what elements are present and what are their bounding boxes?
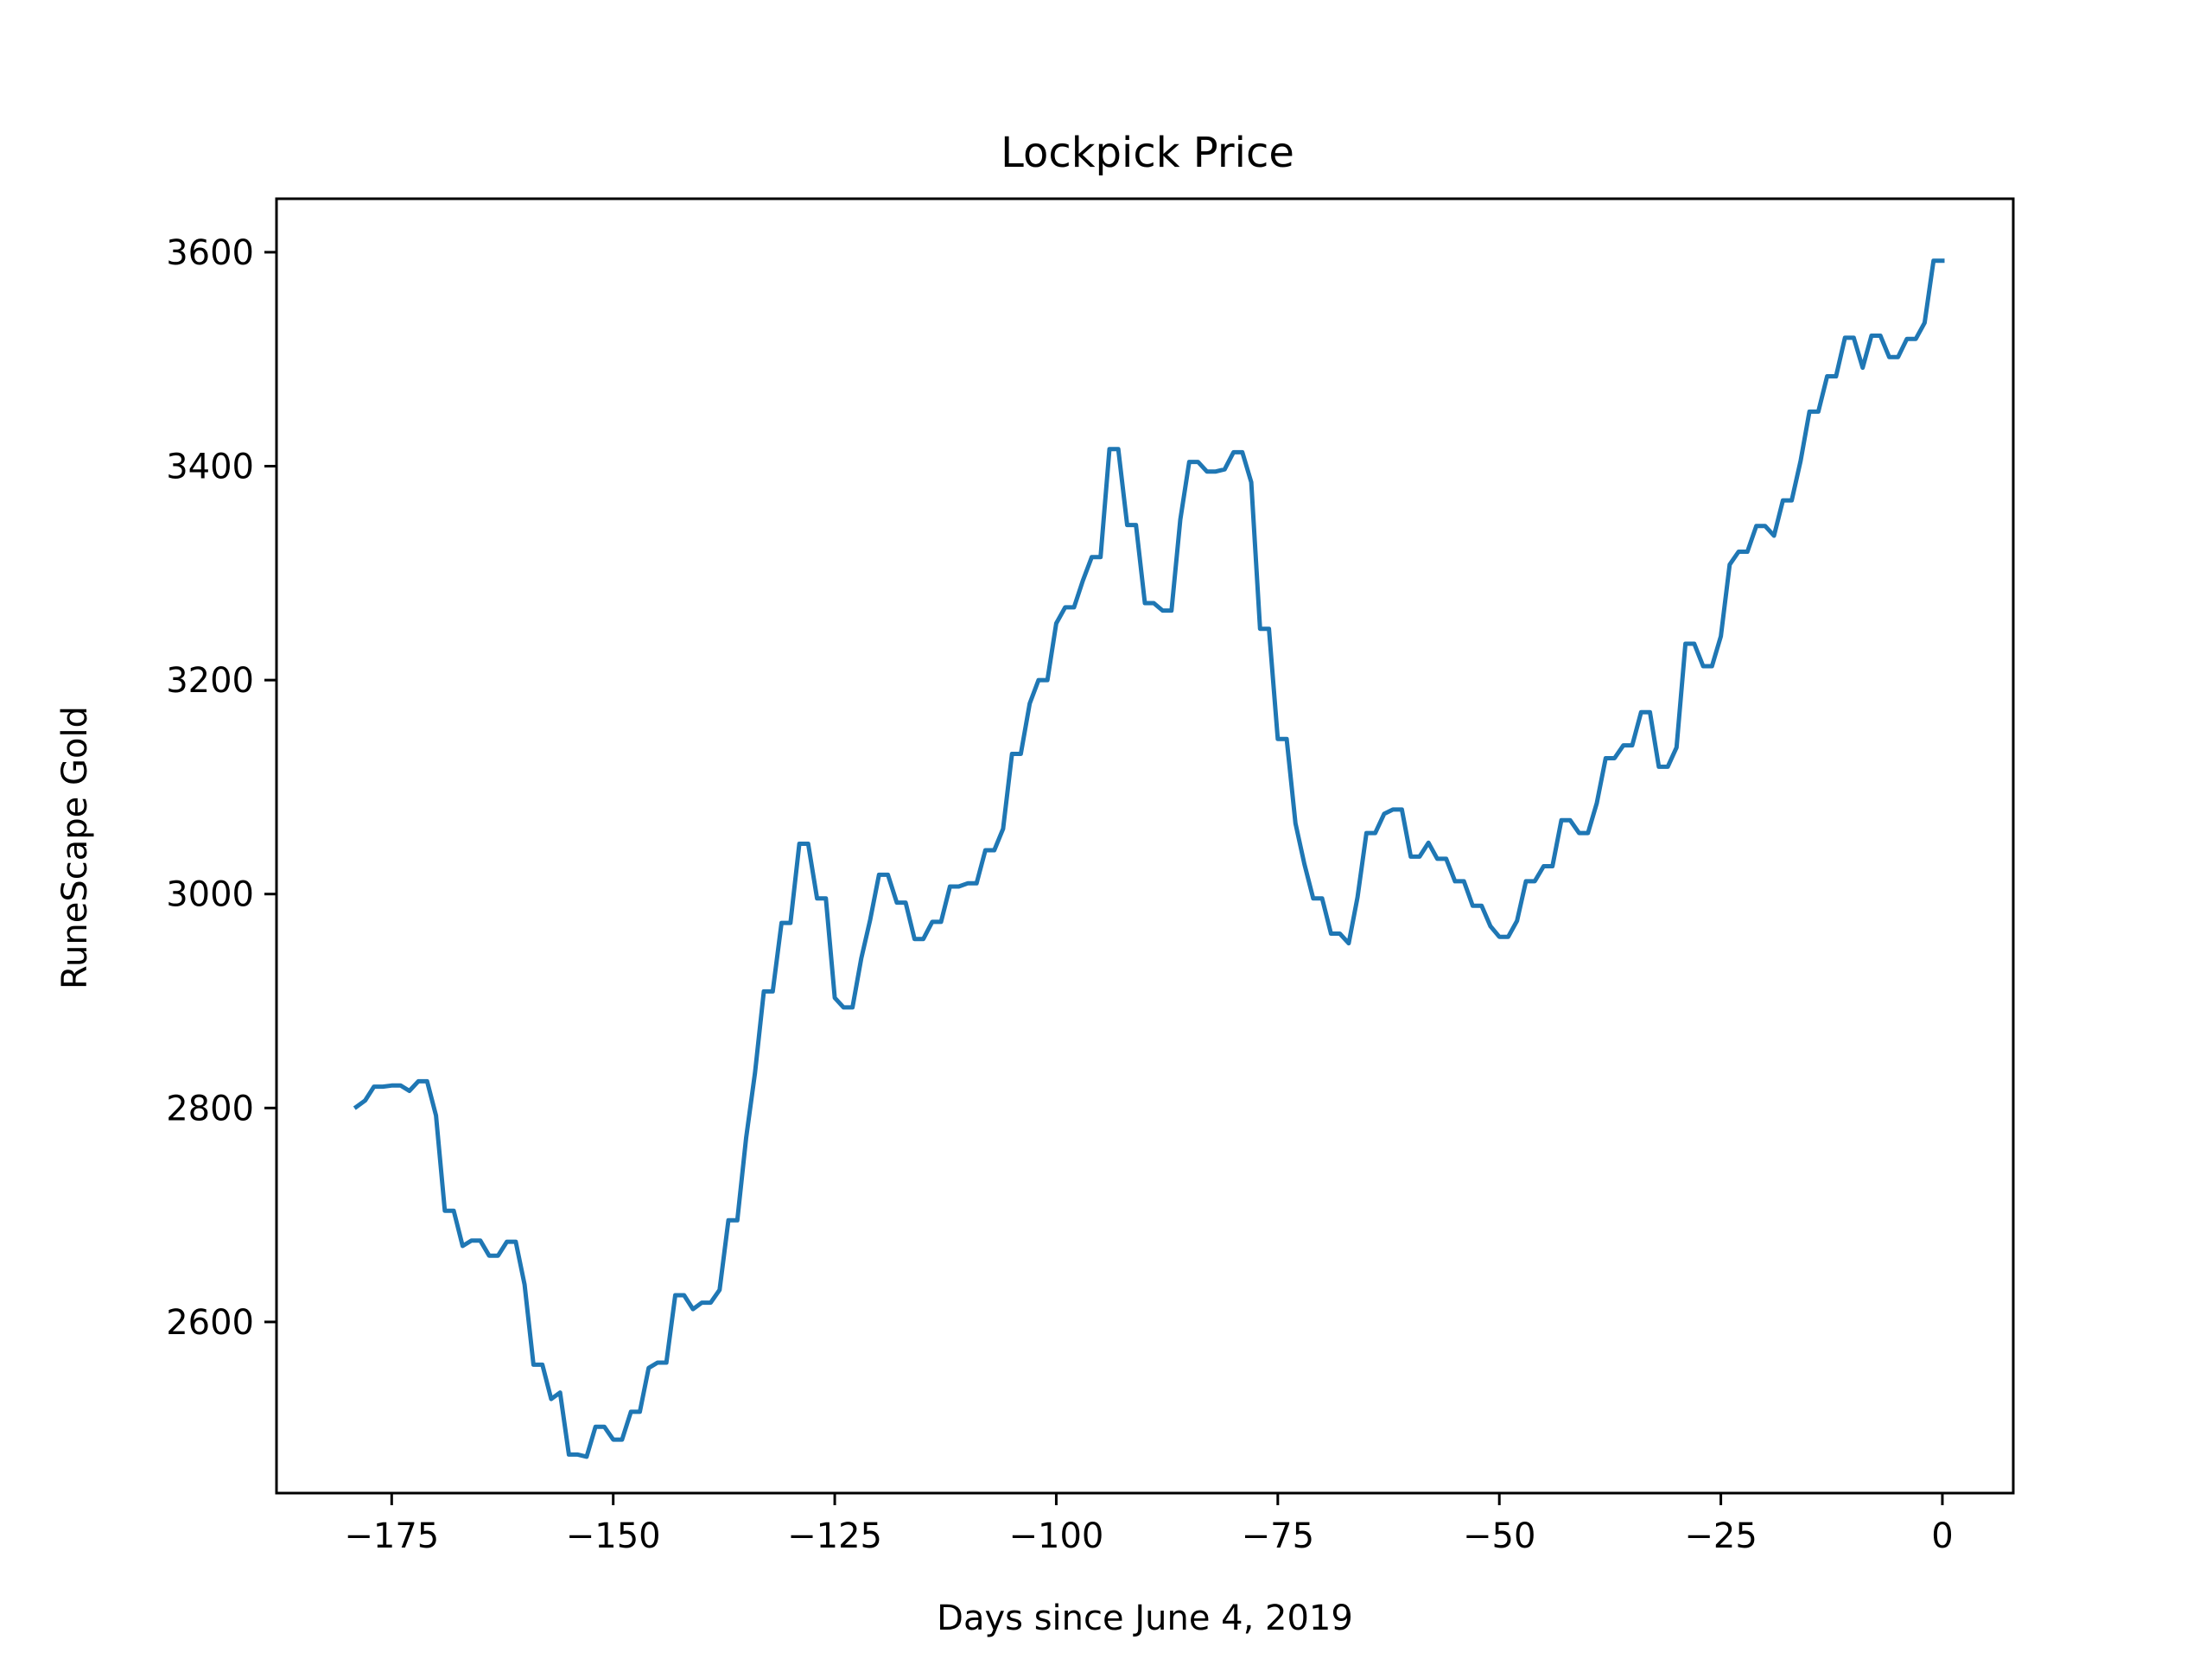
x-tick-label: −75 <box>1242 1516 1314 1556</box>
y-tick-label: 3200 <box>166 661 254 701</box>
x-axis: −175 −150 −125 −100 −75 −50 −25 0 <box>344 1493 1954 1556</box>
x-tick-label: −125 <box>787 1516 882 1556</box>
y-axis: 2600 2800 3000 3200 3400 3600 <box>166 233 276 1343</box>
chart-title: Lockpick Price <box>1001 129 1294 177</box>
x-tick-label: 0 <box>1931 1516 1953 1556</box>
x-tick-label: −25 <box>1684 1516 1757 1556</box>
x-tick-label: −100 <box>1009 1516 1104 1556</box>
x-axis-label: Days since June 4, 2019 <box>937 1599 1353 1638</box>
x-tick-label: −50 <box>1463 1516 1535 1556</box>
y-axis-label: RuneScape Gold <box>55 706 95 989</box>
y-tick-label: 3000 <box>166 875 254 915</box>
y-tick-label: 3600 <box>166 233 254 273</box>
y-tick-label: 3400 <box>166 448 254 487</box>
x-tick-label: −150 <box>566 1516 661 1556</box>
y-tick-label: 2600 <box>166 1303 254 1343</box>
plot-frame <box>275 197 2015 1495</box>
series-line <box>353 258 1945 1459</box>
y-tick-label: 2800 <box>166 1089 254 1128</box>
x-tick-label: −175 <box>344 1516 439 1556</box>
